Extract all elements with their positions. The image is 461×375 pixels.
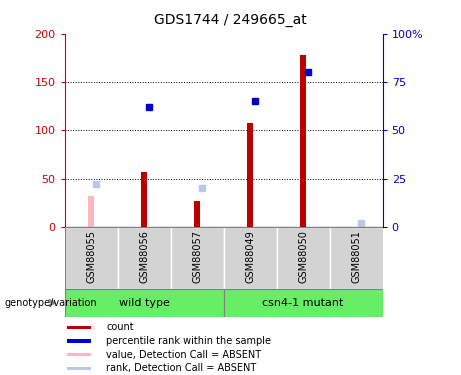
Text: genotype/variation: genotype/variation [5, 298, 97, 308]
Bar [224, 227, 277, 289]
Text: percentile rank within the sample: percentile rank within the sample [106, 336, 271, 346]
Bar [67, 339, 90, 343]
Text: GSM88055: GSM88055 [86, 230, 96, 283]
Text: GSM88049: GSM88049 [245, 230, 255, 283]
Text: GDS1744 / 249665_at: GDS1744 / 249665_at [154, 13, 307, 27]
Bar [67, 326, 90, 329]
Bar [224, 289, 383, 317]
Text: csn4-1 mutant: csn4-1 mutant [262, 298, 344, 308]
Bar [171, 227, 224, 289]
Bar [67, 367, 90, 370]
Bar [277, 227, 330, 289]
Bar [194, 201, 200, 227]
Bar [247, 123, 253, 227]
Text: GSM88056: GSM88056 [139, 230, 149, 283]
Text: GSM88050: GSM88050 [298, 230, 308, 283]
Bar [88, 196, 94, 227]
Bar [141, 172, 147, 227]
Bar [65, 227, 118, 289]
Text: wild type: wild type [118, 298, 170, 308]
Text: rank, Detection Call = ABSENT: rank, Detection Call = ABSENT [106, 363, 256, 373]
Bar [300, 55, 306, 227]
Text: count: count [106, 322, 134, 332]
Text: GSM88051: GSM88051 [351, 230, 361, 283]
Bar [118, 227, 171, 289]
Bar [330, 227, 383, 289]
Text: GSM88057: GSM88057 [192, 230, 202, 283]
Text: value, Detection Call = ABSENT: value, Detection Call = ABSENT [106, 350, 261, 360]
Bar [65, 289, 224, 317]
Bar [67, 353, 90, 356]
